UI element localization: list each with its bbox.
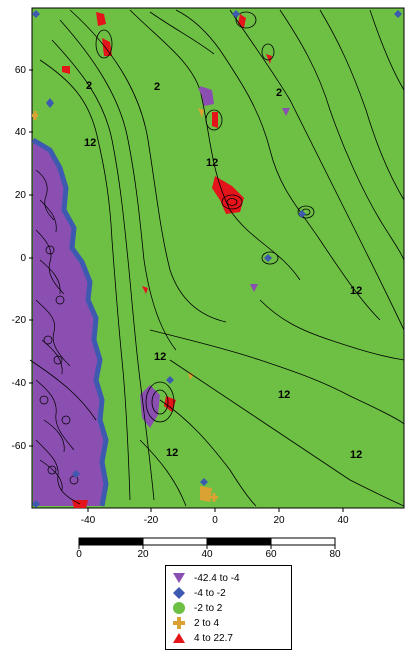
- x-tick-label: 40: [337, 515, 349, 526]
- blue-fringe-west: [31, 137, 109, 507]
- contour-label: 12: [278, 389, 290, 401]
- y-tick-label: 20: [15, 190, 27, 201]
- triangle-down-icon: [173, 573, 185, 583]
- station-markers: [32, 10, 402, 508]
- contour-lines: [29, 9, 405, 507]
- cross-icon: [210, 493, 218, 502]
- diamond-icon: [166, 376, 174, 384]
- y-tick-label: 60: [15, 65, 27, 76]
- x-axis: -40 -20 0 20 40: [81, 508, 349, 526]
- diamond-icon: [200, 478, 208, 486]
- cross-icon: [32, 111, 38, 120]
- diamond-icon: [232, 10, 240, 18]
- scale-label: 20: [137, 549, 149, 560]
- contour-label: 2: [154, 81, 160, 93]
- y-tick-label: 0: [20, 253, 26, 264]
- diamond-icon: [264, 254, 272, 262]
- legend-item: -4 to -2: [172, 586, 226, 600]
- diamond-icon: [46, 98, 54, 108]
- triangle-up-icon: [173, 633, 185, 643]
- contour-label: 12: [206, 157, 218, 169]
- orange-patches: [188, 108, 212, 502]
- cross-icon: [173, 617, 185, 629]
- circle-icon: [173, 602, 185, 614]
- purple-patch-south: [140, 385, 160, 428]
- legend-label: -42.4 to -4: [194, 572, 240, 584]
- contour-label: 12: [350, 285, 362, 297]
- legend-item: 2 to 4: [172, 616, 219, 630]
- purple-region-west: [33, 142, 104, 506]
- y-tick-label: -20: [12, 315, 27, 326]
- scale-bar: 0 20 40 60 80: [76, 537, 341, 560]
- scale-label: 60: [265, 549, 277, 560]
- diamond-icon: [394, 10, 402, 18]
- y-axis: 60 40 20 0 -20 -40 -60: [12, 65, 33, 452]
- scale-label: 40: [201, 549, 213, 560]
- contour-label: 12: [154, 351, 166, 363]
- y-tick-label: -60: [12, 441, 27, 452]
- triangle-down-icon: [250, 284, 258, 292]
- triangle-down-icon: [282, 108, 290, 116]
- diamond-icon: [173, 587, 185, 599]
- legend: -42.4 to -4 -4 to -2 -2 to 2 2 to 4 4 to…: [165, 565, 292, 650]
- x-tick-label: -20: [144, 515, 159, 526]
- contour-label: 2: [86, 80, 92, 92]
- contour-label: 12: [166, 447, 178, 459]
- legend-item: -2 to 2: [172, 601, 222, 615]
- diamond-icon: [32, 500, 40, 508]
- map-panel: 2 2 2 12 12 12 12 12 12 12: [29, 7, 405, 509]
- legend-label: 2 to 4: [194, 617, 220, 629]
- x-tick-label: 20: [273, 515, 285, 526]
- legend-item: 4 to 22.7: [172, 631, 233, 645]
- contour-label-group: 2 2 2 12 12 12 12 12 12 12: [84, 80, 362, 461]
- legend-label: -2 to 2: [194, 602, 223, 614]
- diamond-icon: [298, 210, 306, 218]
- contour-label: 12: [84, 137, 96, 149]
- scale-label: 80: [329, 549, 341, 560]
- contour-label: 2: [276, 87, 282, 99]
- legend-label: 4 to 22.7: [194, 632, 233, 644]
- contour-cluster-west: [35, 169, 81, 505]
- diamond-icon: [72, 470, 80, 478]
- x-tick-label: -40: [81, 515, 96, 526]
- y-tick-label: -40: [12, 378, 27, 389]
- scale-label: 0: [76, 549, 82, 560]
- y-tick-label: 40: [15, 127, 27, 138]
- legend-label: -4 to -2: [194, 587, 226, 599]
- x-tick-label: 0: [212, 515, 218, 526]
- contour-label: 12: [350, 449, 362, 461]
- legend-item: -42.4 to -4: [172, 571, 240, 585]
- diamond-icon: [32, 10, 40, 18]
- triangle-down-icon: [198, 88, 206, 96]
